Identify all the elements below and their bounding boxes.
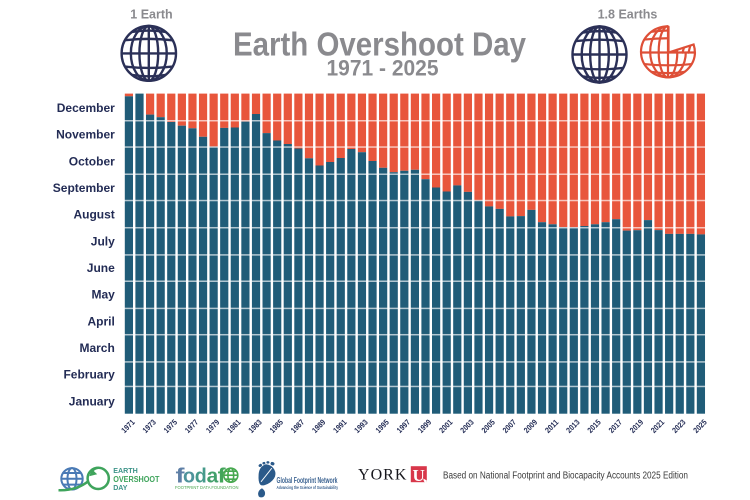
svg-text:U: U [412,466,424,485]
svg-text:March: March [79,341,114,355]
svg-text:April: April [87,314,114,328]
svg-text:Based on National Footprint an: Based on National Footprint and Biocapac… [443,470,688,481]
svg-text:November: November [56,128,115,142]
svg-text:Advancing the Science of Susta: Advancing the Science of Sustainability [277,485,339,490]
svg-text:f: f [218,466,226,488]
svg-text:EARTH: EARTH [113,466,138,475]
svg-text:Global Footprint Network: Global Footprint Network [277,476,338,485]
svg-text:FOOTPRINT DATA FOUNDATION: FOOTPRINT DATA FOUNDATION [175,485,239,491]
svg-text:September: September [53,181,115,195]
svg-text:May: May [91,288,115,302]
svg-text:August: August [73,208,114,222]
svg-text:October: October [69,154,115,168]
svg-text:DAY: DAY [113,483,127,492]
svg-text:a: a [207,466,220,488]
svg-text:July: July [91,234,115,248]
svg-text:1 Earth: 1 Earth [130,8,172,22]
svg-text:YORK: YORK [358,467,408,484]
svg-text:o: o [183,466,195,488]
svg-text:f: f [176,466,185,488]
svg-text:February: February [63,368,115,382]
svg-text:1971 - 2025: 1971 - 2025 [327,56,439,81]
svg-text:January: January [69,394,115,408]
svg-text:June: June [87,261,115,275]
svg-text:d: d [195,466,207,488]
svg-text:Earth Overshoot Day: Earth Overshoot Day [233,27,526,64]
svg-text:December: December [57,101,115,115]
svg-text:OVERSHOOT: OVERSHOOT [113,475,159,484]
svg-text:1.8 Earths: 1.8 Earths [598,8,658,22]
